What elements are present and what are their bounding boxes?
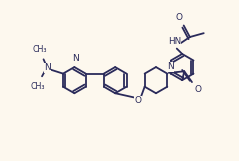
Text: CH₃: CH₃ — [33, 45, 47, 54]
Text: CH₃: CH₃ — [30, 82, 45, 91]
Text: O: O — [135, 96, 142, 105]
Text: O: O — [175, 13, 182, 22]
Text: N: N — [167, 62, 174, 71]
Text: N: N — [44, 63, 51, 72]
Text: HN: HN — [168, 37, 181, 46]
Text: N: N — [72, 54, 78, 63]
Text: O: O — [194, 85, 201, 94]
